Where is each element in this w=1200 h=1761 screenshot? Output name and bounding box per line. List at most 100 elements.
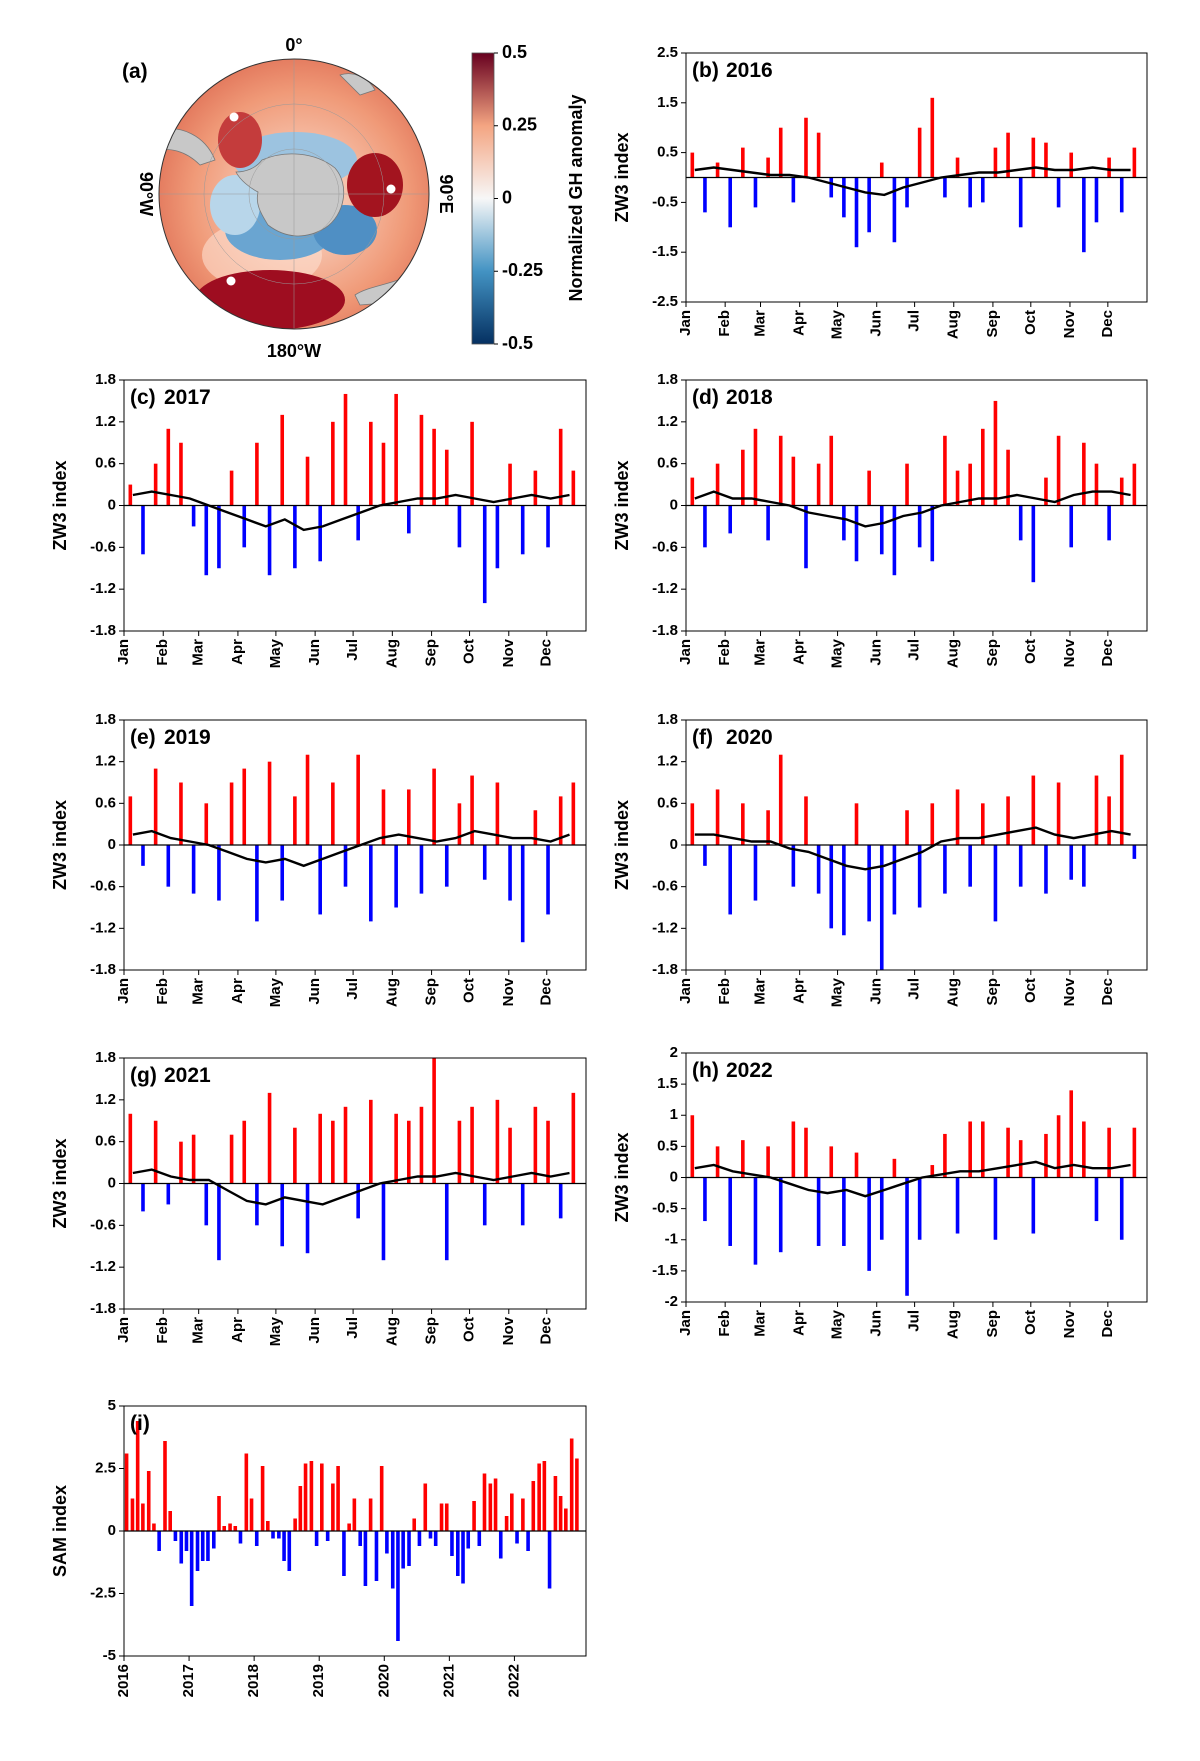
y-tick-label: 0.6 (657, 794, 678, 811)
bar (363, 1531, 368, 1586)
x-tick-label: Jan (115, 1317, 132, 1343)
x-tick-label: Oct (1022, 310, 1039, 335)
bar (217, 1496, 221, 1531)
lon-label: 0° (285, 35, 302, 55)
bar (470, 775, 474, 845)
bar (482, 845, 487, 880)
x-tick-label: Oct (1022, 1310, 1039, 1335)
bar (867, 1177, 871, 1271)
bar (343, 393, 348, 506)
bar (255, 845, 259, 922)
bar (917, 845, 922, 908)
bar (1119, 754, 1124, 845)
y-tick-label: -1 (665, 1231, 678, 1248)
bar (141, 505, 145, 555)
bar (305, 456, 310, 506)
bar (766, 505, 770, 541)
y-tick-label: -2.5 (90, 1584, 116, 1601)
bar (280, 845, 285, 901)
x-tick-label: Dec (1099, 310, 1116, 338)
bar (457, 505, 462, 548)
bar (504, 1516, 509, 1531)
x-tick-label: 2019 (310, 1664, 327, 1697)
y-tick-label: -1.2 (652, 580, 678, 597)
colorbar-tick-label: -0.5 (502, 333, 533, 353)
bar (753, 1177, 758, 1265)
bar (1018, 845, 1023, 887)
y-tick-label: -1.2 (652, 919, 678, 936)
panel-label: (g) (130, 1064, 157, 1087)
bar (905, 1177, 909, 1296)
bar (968, 1121, 972, 1178)
bar (385, 1531, 389, 1554)
y-tick-label: -1.8 (90, 622, 116, 639)
bar (943, 845, 947, 894)
bar (816, 1177, 821, 1246)
bar (381, 1183, 386, 1261)
panel-label: (d) (692, 386, 719, 409)
bar (356, 1183, 360, 1219)
bar (804, 1127, 808, 1178)
y-tick-label: 1.8 (657, 711, 678, 728)
bar (1031, 505, 1036, 583)
bar (575, 1458, 579, 1531)
bar (457, 1120, 462, 1184)
x-tick-label: Jan (115, 978, 132, 1004)
x-tick-label: Sep (423, 639, 440, 667)
bar (854, 1152, 859, 1178)
bar (396, 1531, 400, 1641)
x-tick-label: Jun (306, 639, 323, 666)
bar (1082, 845, 1086, 887)
bar (412, 1518, 417, 1531)
bar (1107, 1127, 1111, 1178)
bar (130, 1498, 135, 1531)
y-axis-label: ZW3 index (50, 460, 70, 550)
bar (266, 1521, 270, 1531)
plot-panel: -1.8 -1.2 -0.6 0 0.6 1.2 1.8 Jan Feb Mar Apr May Jun… (612, 711, 1148, 1007)
bar (444, 449, 449, 506)
y-tick-label: 0 (108, 496, 116, 513)
x-tick-label: Jan (677, 1310, 694, 1336)
bar (163, 1441, 167, 1531)
bar (741, 803, 745, 845)
bar (1119, 1177, 1124, 1240)
x-tick-label: May (829, 977, 846, 1007)
x-tick-label: Apr (791, 639, 808, 665)
x-tick-label: 2017 (180, 1664, 197, 1697)
bar (293, 505, 297, 569)
bar (303, 1463, 308, 1531)
y-tick-label: 0.6 (657, 455, 678, 472)
bar (879, 845, 884, 970)
bar (233, 1526, 238, 1531)
bar (356, 754, 360, 845)
bar (482, 1473, 487, 1531)
panel-label: (h) (692, 1059, 719, 1082)
y-tick-label: 1.5 (657, 94, 678, 111)
x-tick-label: 2022 (505, 1664, 522, 1697)
bar (406, 1120, 411, 1184)
bar (879, 162, 884, 178)
x-tick-label: Aug (945, 1310, 962, 1339)
x-tick-label: Jul (906, 1310, 923, 1332)
y-tick-label: 0 (670, 1168, 678, 1185)
bar (508, 845, 512, 901)
bar (917, 1177, 922, 1240)
bar (917, 127, 922, 178)
y-tick-label: 1 (670, 1106, 678, 1123)
bar (905, 810, 909, 845)
x-tick-label: Aug (945, 639, 962, 668)
bar (741, 1140, 745, 1178)
bar (1018, 177, 1023, 228)
x-tick-label: Oct (1022, 978, 1039, 1003)
bar (791, 177, 796, 203)
bar (444, 1183, 449, 1261)
bar (417, 1531, 422, 1546)
panel-title: 2018 (726, 386, 773, 409)
bar (1018, 1140, 1023, 1178)
bar (728, 845, 733, 915)
panel-label: (b) (692, 59, 719, 82)
bar (892, 845, 897, 915)
bar (309, 1461, 314, 1531)
bar (277, 1531, 281, 1539)
x-tick-label: Jul (344, 978, 361, 1000)
